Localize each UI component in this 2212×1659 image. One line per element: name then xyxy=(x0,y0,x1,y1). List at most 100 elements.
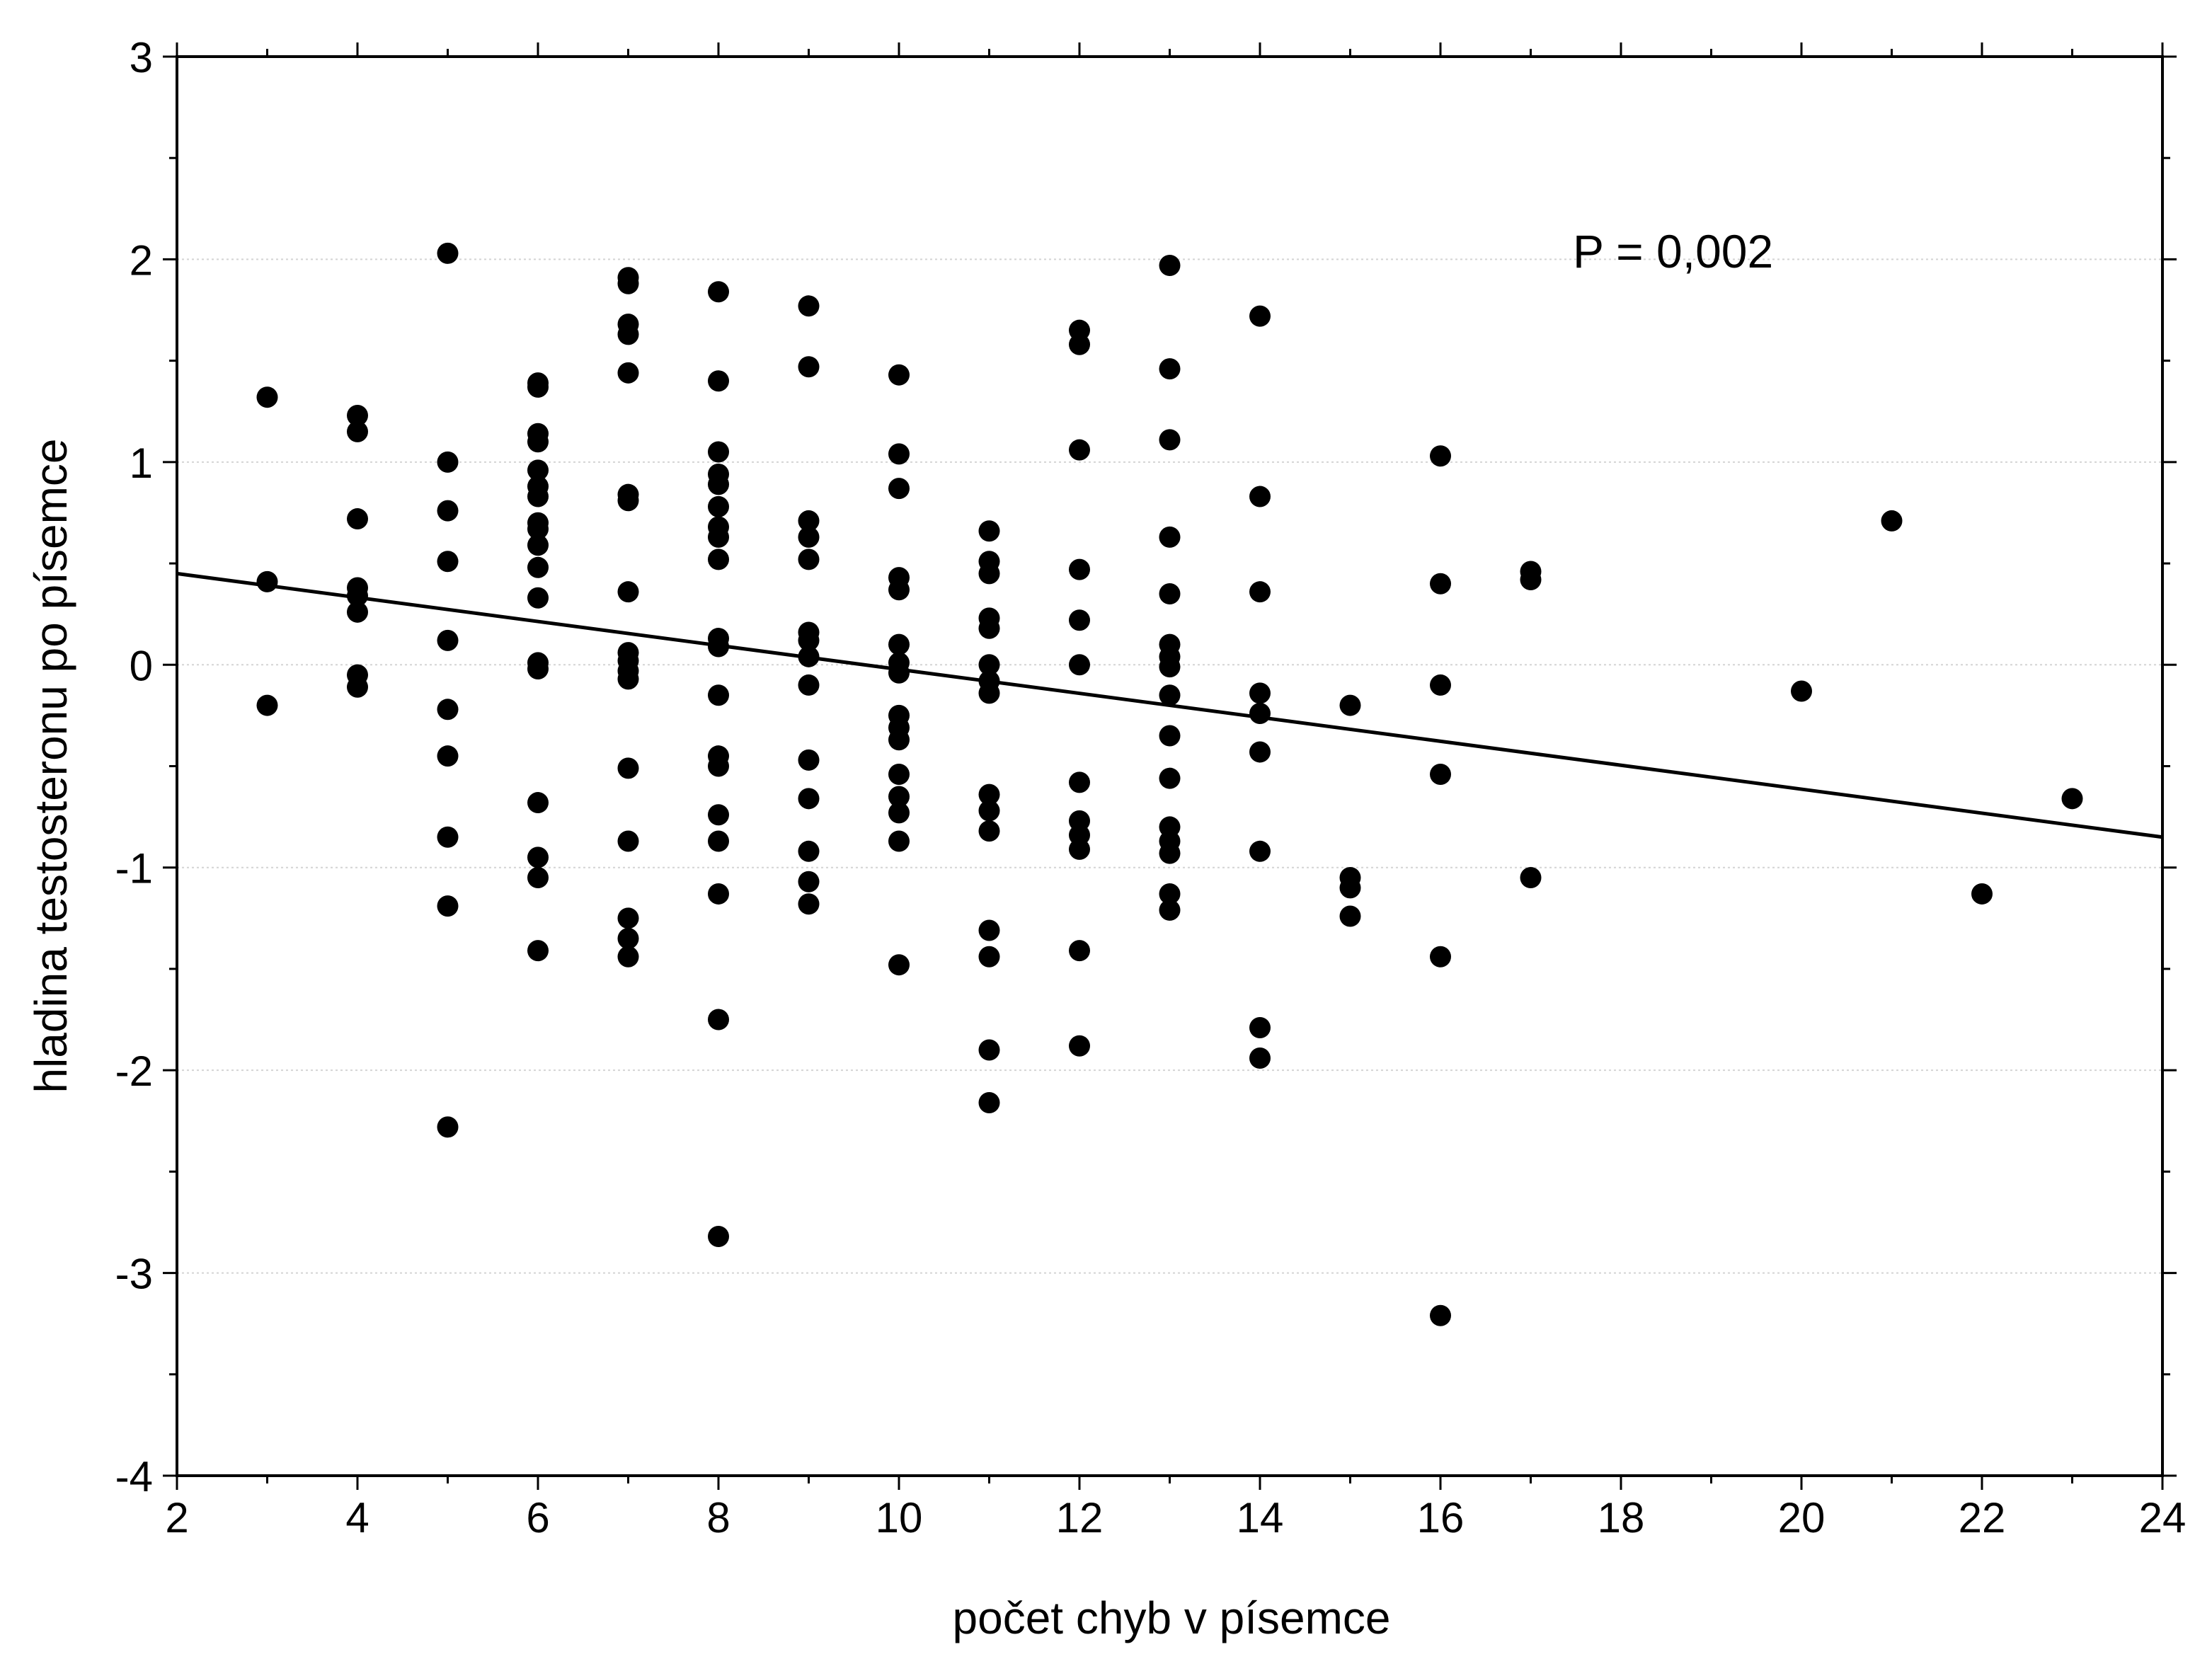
data-point xyxy=(1249,703,1271,725)
p-value-annotation: P = 0,002 xyxy=(1573,225,1773,277)
data-point xyxy=(888,662,910,684)
data-point xyxy=(437,551,459,573)
data-point xyxy=(798,295,820,317)
y-tick-label: -1 xyxy=(115,845,153,892)
data-point xyxy=(527,556,549,578)
data-point xyxy=(888,364,910,386)
data-point xyxy=(1339,905,1361,927)
y-tick-label: 1 xyxy=(130,440,153,487)
data-point xyxy=(437,242,459,264)
data-point xyxy=(617,907,639,929)
data-point xyxy=(617,668,639,690)
data-point xyxy=(798,749,820,771)
data-point xyxy=(708,883,729,905)
data-point xyxy=(1881,510,1903,532)
data-point xyxy=(617,323,639,345)
data-point xyxy=(888,729,910,751)
data-point xyxy=(888,633,910,655)
y-tick-label: 3 xyxy=(130,34,153,81)
data-point xyxy=(347,676,368,698)
data-point xyxy=(527,867,549,889)
y-tick-label: 0 xyxy=(130,642,153,689)
data-point xyxy=(1520,568,1542,590)
data-point xyxy=(978,800,1000,822)
x-tick-label: 18 xyxy=(1598,1494,1645,1542)
data-point xyxy=(617,757,639,779)
data-point xyxy=(708,495,729,517)
data-point xyxy=(1430,763,1451,785)
data-point xyxy=(1159,767,1181,789)
data-point xyxy=(527,658,549,680)
data-point xyxy=(1069,940,1090,962)
data-point xyxy=(256,694,278,716)
data-point xyxy=(437,500,459,522)
data-point xyxy=(1249,305,1271,327)
data-point xyxy=(888,763,910,785)
data-point xyxy=(1159,583,1181,605)
x-tick-label: 16 xyxy=(1417,1494,1465,1542)
data-point xyxy=(617,490,639,512)
data-point xyxy=(1249,1047,1271,1069)
y-tick-label: -2 xyxy=(115,1047,153,1095)
data-point xyxy=(527,940,549,962)
data-point xyxy=(437,451,459,473)
data-point xyxy=(1159,883,1181,905)
data-point xyxy=(347,601,368,623)
data-point xyxy=(708,441,729,463)
data-point xyxy=(527,587,549,609)
data-point xyxy=(437,895,459,917)
x-tick-label: 14 xyxy=(1237,1494,1284,1542)
x-tick-label: 8 xyxy=(706,1494,730,1542)
data-point xyxy=(256,570,278,592)
data-point xyxy=(798,893,820,915)
data-point xyxy=(437,629,459,651)
data-point xyxy=(347,508,368,530)
data-point xyxy=(708,1009,729,1031)
data-point xyxy=(1249,581,1271,603)
data-point xyxy=(978,563,1000,585)
y-tick-label: 2 xyxy=(130,236,153,284)
data-point xyxy=(708,370,729,392)
data-point xyxy=(798,356,820,378)
data-point xyxy=(708,830,729,852)
data-point xyxy=(1520,867,1542,889)
data-point xyxy=(527,376,549,398)
data-point xyxy=(708,755,729,777)
data-point xyxy=(708,473,729,495)
data-point xyxy=(888,579,910,601)
data-point xyxy=(708,684,729,706)
data-point xyxy=(1159,899,1181,921)
x-tick-label: 6 xyxy=(526,1494,549,1542)
data-point xyxy=(798,840,820,862)
data-point xyxy=(1791,680,1812,702)
data-point xyxy=(798,526,820,548)
data-point xyxy=(527,459,549,481)
data-point xyxy=(1249,741,1271,763)
data-point xyxy=(1069,838,1090,860)
y-tick-labels: -4 -3 -2 -1 0 1 2 3 xyxy=(115,34,153,1500)
data-point xyxy=(2061,788,2083,810)
data-point xyxy=(527,534,549,556)
data-point xyxy=(978,654,1000,676)
x-axis-label: počet chyb v písemce xyxy=(953,1592,1391,1643)
data-point xyxy=(1069,333,1090,355)
data-point xyxy=(798,674,820,696)
data-point xyxy=(708,804,729,826)
data-point xyxy=(978,919,1000,941)
data-point xyxy=(708,549,729,570)
x-tick-label: 2 xyxy=(165,1494,188,1542)
data-point xyxy=(978,946,1000,968)
data-point xyxy=(527,518,549,540)
data-point xyxy=(708,526,729,548)
data-point xyxy=(1069,1035,1090,1057)
data-point xyxy=(798,549,820,570)
data-point xyxy=(798,788,820,810)
data-point xyxy=(527,431,549,453)
data-point xyxy=(1430,674,1451,696)
data-point xyxy=(437,699,459,721)
grid-lines xyxy=(177,258,2162,1274)
data-point xyxy=(978,1039,1000,1061)
data-point xyxy=(1249,840,1271,862)
data-points xyxy=(256,242,2083,1326)
